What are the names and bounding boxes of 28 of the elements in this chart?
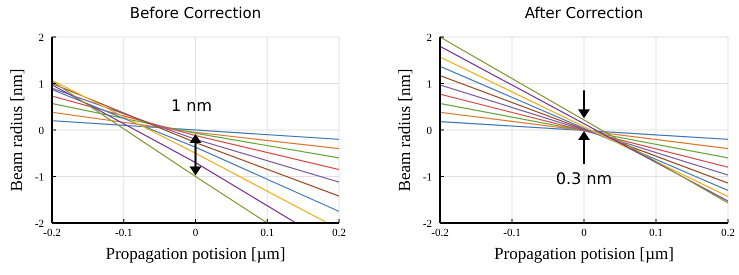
- x-axis-title: Propagation potision [µm]: [494, 244, 674, 263]
- x-axis-title: Propagation potision [µm]: [106, 244, 286, 263]
- y-tick-label: 0: [426, 125, 432, 137]
- y-tick-label: 2: [426, 32, 432, 44]
- y-tick-label: -2: [34, 218, 44, 230]
- y-axis-title: Beam radius [nm]: [395, 68, 414, 192]
- x-tick-label: 0.2: [721, 227, 735, 239]
- x-tick-label: 0.1: [649, 227, 663, 239]
- y-tick-label: 1: [38, 78, 44, 90]
- x-tick-label: -0.1: [503, 227, 521, 239]
- x-tick-label: 0.2: [332, 227, 346, 239]
- y-tick-label: 2: [38, 32, 44, 44]
- x-tick-label: 0.1: [260, 227, 274, 239]
- y-tick-label: 0: [38, 125, 44, 137]
- y-tick-label: -2: [422, 218, 432, 230]
- chart-title: Before Correction: [130, 4, 262, 22]
- x-tick-label: 0: [581, 227, 588, 239]
- y-axis-title: Beam radius [nm]: [7, 68, 26, 192]
- annotation: 1 nm: [171, 96, 212, 115]
- y-tick-label: -1: [34, 172, 44, 184]
- y-tick-label: -1: [422, 172, 432, 184]
- annotation: 0.3 nm: [556, 169, 612, 188]
- x-tick-label: -0.1: [115, 227, 132, 239]
- x-tick-label: 0: [192, 227, 199, 239]
- x-tick-label: -0.2: [43, 227, 61, 239]
- y-tick-label: 1: [426, 78, 432, 90]
- chart-title: After Correction: [524, 4, 644, 22]
- x-tick-label: -0.2: [431, 227, 449, 239]
